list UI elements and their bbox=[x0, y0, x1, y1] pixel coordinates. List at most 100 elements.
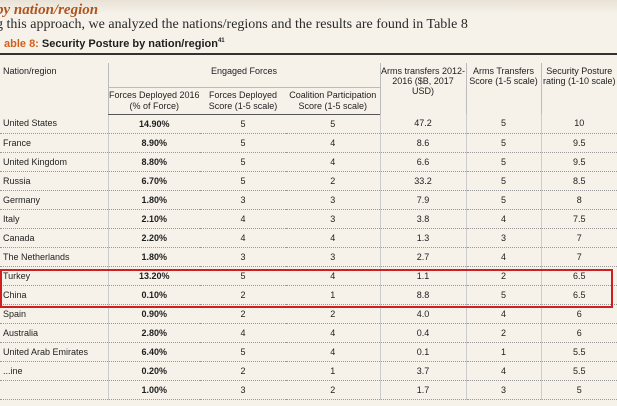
section-heading: by nation/region bbox=[0, 2, 99, 18]
arms-score-cell: 5 bbox=[465, 285, 542, 305]
forces-deployed-pct-cell: 2.10% bbox=[107, 209, 200, 229]
forces-deployed-pct-cell: 2.20% bbox=[107, 228, 200, 248]
security-rating-cell: 10 bbox=[540, 114, 617, 134]
table-caption-footnote: 41 bbox=[217, 38, 225, 44]
nation-cell: Spain bbox=[0, 304, 108, 324]
table-row: United States 14.90% 5 5 47.2 5 10 bbox=[0, 114, 617, 134]
forces-deployed-pct-cell: 0.20% bbox=[107, 361, 200, 381]
table-caption: able 8: Security Posture by nation/regio… bbox=[4, 38, 225, 50]
coalition-score-cell: 2 bbox=[286, 171, 381, 191]
forces-deployed-score-cell: 4 bbox=[200, 228, 286, 248]
security-rating-cell: 7 bbox=[540, 228, 617, 248]
coalition-score-cell: 3 bbox=[286, 247, 381, 267]
page-shadow bbox=[0, 0, 617, 14]
arms-score-cell: 5 bbox=[465, 190, 542, 210]
forces-deployed-score-cell: 4 bbox=[200, 209, 286, 229]
forces-deployed-pct-cell: 1.00% bbox=[107, 380, 200, 400]
arms-transfers-cell: 0.4 bbox=[379, 323, 467, 343]
security-rating-cell: 7.5 bbox=[540, 209, 617, 229]
nation-cell: Italy bbox=[0, 209, 108, 229]
coalition-score-cell: 4 bbox=[286, 228, 381, 248]
security-rating-cell: 5.5 bbox=[540, 361, 617, 381]
arms-score-cell: 3 bbox=[465, 380, 542, 400]
arms-score-cell: 5 bbox=[465, 171, 542, 191]
security-rating-cell: 6.5 bbox=[540, 285, 617, 305]
nation-cell: Turkey bbox=[0, 266, 108, 286]
arms-score-cell: 5 bbox=[465, 152, 542, 172]
forces-deployed-pct-cell: 13.20% bbox=[107, 266, 200, 286]
intro-paragraph: g this approach, we analyzed the nations… bbox=[0, 17, 468, 32]
table-row: Australia 2.80% 4 4 0.4 2 6 bbox=[0, 323, 617, 343]
coalition-score-cell: 4 bbox=[286, 152, 381, 172]
table-row: China 0.10% 2 1 8.8 5 6.5 bbox=[0, 285, 617, 305]
forces-deployed-pct-cell: 0.90% bbox=[107, 304, 200, 324]
forces-deployed-pct-cell: 6.70% bbox=[107, 171, 200, 191]
nation-cell: ...ine bbox=[0, 361, 108, 381]
nation-cell: United States bbox=[0, 114, 108, 134]
security-rating-cell: 6.5 bbox=[540, 266, 617, 286]
security-posture-table: Nation/region Engaged Forces Arms transf… bbox=[0, 63, 617, 400]
header-nation: Nation/region bbox=[3, 66, 57, 76]
forces-deployed-score-cell: 3 bbox=[200, 247, 286, 267]
arms-transfers-cell: 3.8 bbox=[379, 209, 467, 229]
forces-deployed-pct-cell: 0.10% bbox=[107, 285, 200, 305]
nation-cell: The Netherlands bbox=[0, 247, 108, 267]
arms-score-cell: 4 bbox=[465, 304, 542, 324]
coalition-score-cell: 2 bbox=[286, 304, 381, 324]
forces-deployed-score-cell: 2 bbox=[200, 361, 286, 381]
table-row: Russia 6.70% 5 2 33.2 5 8.5 bbox=[0, 171, 617, 191]
header-engaged-forces: Engaged Forces bbox=[107, 63, 381, 88]
arms-score-cell: 5 bbox=[465, 114, 542, 134]
arms-transfers-cell: 1.1 bbox=[379, 266, 467, 286]
arms-transfers-cell: 3.7 bbox=[379, 361, 467, 381]
coalition-score-cell: 4 bbox=[286, 342, 381, 362]
header-coalition-score: Coalition Participation Score (1-5 scale… bbox=[286, 87, 381, 115]
arms-score-cell: 2 bbox=[465, 266, 542, 286]
header-forces-deployed-score: Forces Deployed Score (1-5 scale) bbox=[200, 87, 286, 115]
security-rating-cell: 8.5 bbox=[540, 171, 617, 191]
table-row: Spain 0.90% 2 2 4.0 4 6 bbox=[0, 304, 617, 324]
table-row: Italy 2.10% 4 3 3.8 4 7.5 bbox=[0, 209, 617, 229]
arms-transfers-cell: 4.0 bbox=[379, 304, 467, 324]
forces-deployed-pct-cell: 14.90% bbox=[107, 114, 200, 134]
table-row: Germany 1.80% 3 3 7.9 5 8 bbox=[0, 190, 617, 210]
forces-deployed-score-cell: 2 bbox=[200, 304, 286, 324]
forces-deployed-score-cell: 3 bbox=[200, 380, 286, 400]
arms-transfers-cell: 1.3 bbox=[379, 228, 467, 248]
nation-cell: China bbox=[0, 285, 108, 305]
coalition-score-cell: 1 bbox=[286, 361, 381, 381]
forces-deployed-score-cell: 5 bbox=[200, 152, 286, 172]
forces-deployed-pct-cell: 8.90% bbox=[107, 133, 200, 153]
nation-cell bbox=[0, 380, 108, 400]
coalition-score-cell: 1 bbox=[286, 285, 381, 305]
arms-score-cell: 4 bbox=[465, 247, 542, 267]
arms-transfers-cell: 47.2 bbox=[379, 114, 467, 134]
table-caption-label: able 8: bbox=[4, 38, 39, 50]
security-rating-cell: 9.5 bbox=[540, 152, 617, 172]
security-rating-cell: 9.5 bbox=[540, 133, 617, 153]
nation-cell: France bbox=[0, 133, 108, 153]
coalition-score-cell: 4 bbox=[286, 133, 381, 153]
security-rating-cell: 8 bbox=[540, 190, 617, 210]
arms-transfers-cell: 7.9 bbox=[379, 190, 467, 210]
forces-deployed-score-cell: 5 bbox=[200, 114, 286, 134]
arms-score-cell: 1 bbox=[465, 342, 542, 362]
header-security-rating: Security Posture rating (1-10 scale) bbox=[540, 63, 617, 114]
forces-deployed-pct-cell: 2.80% bbox=[107, 323, 200, 343]
table-row: Turkey 13.20% 5 4 1.1 2 6.5 bbox=[0, 266, 617, 286]
security-rating-cell: 5 bbox=[540, 380, 617, 400]
document-header: by nation/region g this approach, we ana… bbox=[0, 0, 617, 36]
forces-deployed-pct-cell: 6.40% bbox=[107, 342, 200, 362]
coalition-score-cell: 5 bbox=[286, 114, 381, 134]
table-row: Canada 2.20% 4 4 1.3 3 7 bbox=[0, 228, 617, 248]
table-row: United Kingdom 8.80% 5 4 6.6 5 9.5 bbox=[0, 152, 617, 172]
table-caption-title: Security Posture by nation/region bbox=[41, 38, 218, 50]
coalition-score-cell: 3 bbox=[286, 209, 381, 229]
security-rating-cell: 6 bbox=[540, 304, 617, 324]
table-row: 1.00% 3 2 1.7 3 5 bbox=[0, 380, 617, 400]
arms-score-cell: 5 bbox=[465, 133, 542, 153]
forces-deployed-pct-cell: 8.80% bbox=[107, 152, 200, 172]
arms-transfers-cell: 2.7 bbox=[379, 247, 467, 267]
header-arms-score: Arms Transfers Score (1-5 scale) bbox=[465, 63, 542, 114]
